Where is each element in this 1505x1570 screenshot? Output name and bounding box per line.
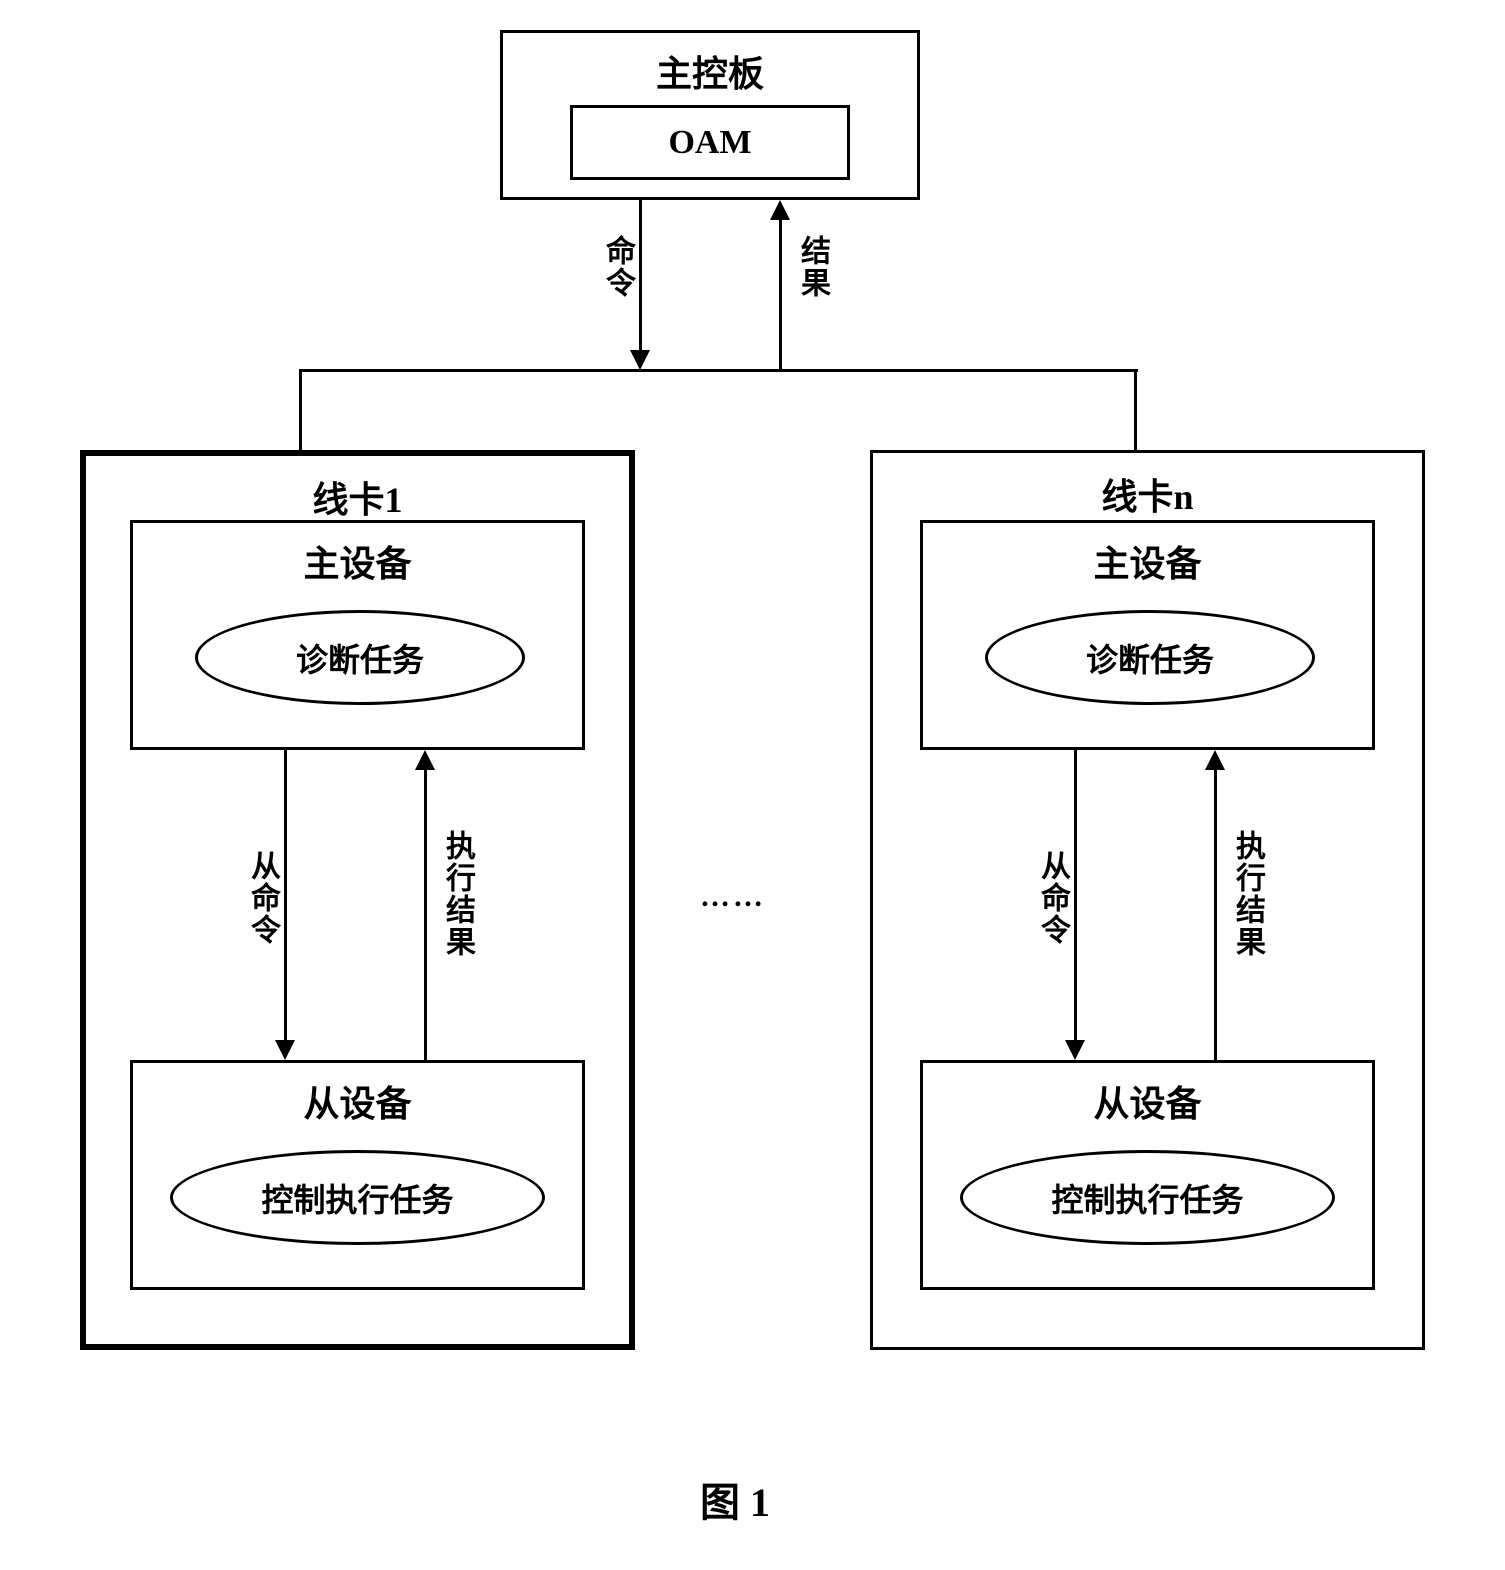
main-board-title: 主控板 (503, 45, 917, 97)
oam-box: OAM (570, 105, 850, 180)
card-1-title: 线卡1 (86, 471, 629, 523)
card-1-master-ellipse: 诊断任务 (195, 610, 525, 705)
card-n-cmd-label: 从命令 (1030, 850, 1074, 946)
card-n-result-head (1205, 750, 1225, 770)
card-n-cmd-head (1065, 1040, 1085, 1060)
card-n-title: 线卡n (873, 468, 1422, 520)
oam-label: OAM (668, 124, 751, 162)
card-1-slave-task: 控制执行任务 (261, 1175, 453, 1221)
card-1-cmd-label: 从命令 (240, 850, 284, 946)
result-arrow-line (779, 215, 782, 370)
card-n-master-title: 主设备 (923, 535, 1372, 587)
bus-drop-right (1134, 369, 1137, 450)
cmd-arrow-line (639, 200, 642, 355)
bus-drop-left (299, 369, 302, 450)
card-1-result-label: 执行结果 (435, 830, 479, 958)
card-n-result-label: 执行结果 (1225, 830, 1269, 958)
card-1-cmd-head (275, 1040, 295, 1060)
card-n-slave-title: 从设备 (923, 1075, 1372, 1127)
card-n-slave-ellipse: 控制执行任务 (960, 1150, 1335, 1245)
cmd-label: 命令 (595, 235, 639, 299)
card-n-master-task: 诊断任务 (1086, 635, 1214, 681)
card-1-slave-ellipse: 控制执行任务 (170, 1150, 545, 1245)
card-1-slave-title: 从设备 (133, 1075, 582, 1127)
figure-caption: 图 1 (700, 1470, 770, 1528)
card-1-master-task: 诊断任务 (296, 635, 424, 681)
system-diagram: 主控板 OAM 命令 结果 线卡1 主设备 诊断任务 从命令 执行结果 从设备 … (0, 0, 1505, 1570)
card-n-result-line (1214, 765, 1217, 1060)
card-1-cmd-line (284, 750, 287, 1045)
result-label: 结果 (790, 235, 834, 299)
bus-horizontal (300, 369, 1138, 372)
result-arrow-head (770, 200, 790, 220)
card-n-slave-task: 控制执行任务 (1051, 1175, 1243, 1221)
card-1-result-line (424, 765, 427, 1060)
card-n-cmd-line (1074, 750, 1077, 1045)
card-n-master-ellipse: 诊断任务 (985, 610, 1315, 705)
cmd-arrow-head (630, 350, 650, 370)
card-1-master-title: 主设备 (133, 535, 582, 587)
card-1-result-head (415, 750, 435, 770)
ellipsis: …… (700, 880, 766, 914)
